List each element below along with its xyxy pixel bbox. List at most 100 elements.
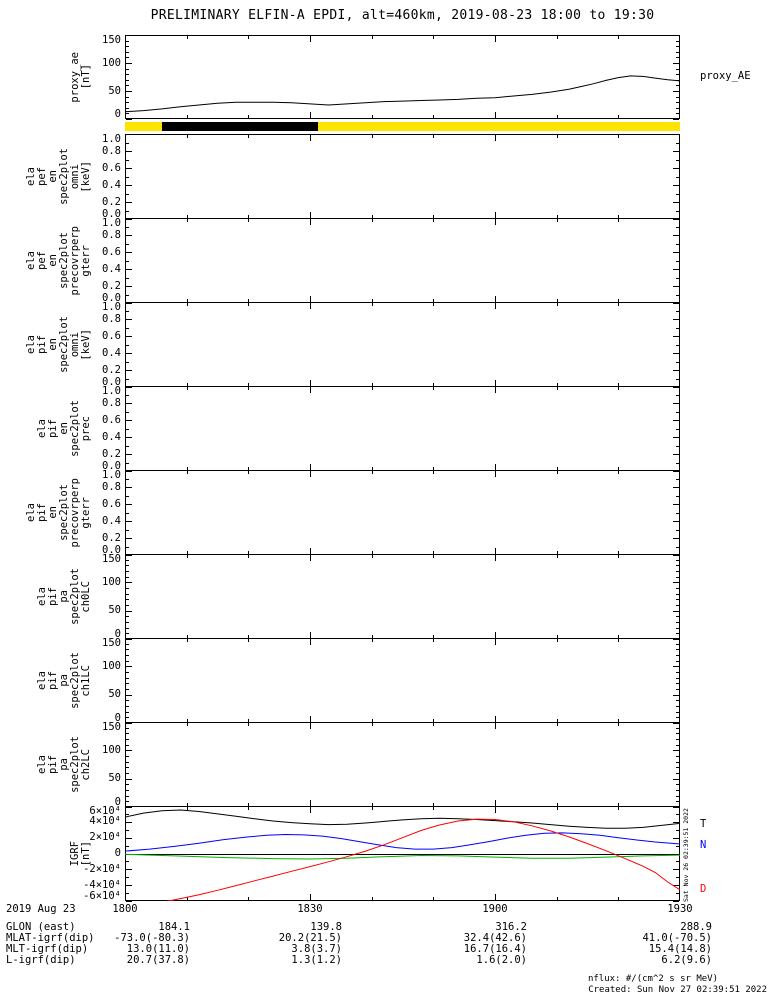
y-tick-label: 1.0: [102, 301, 121, 313]
series-green: [125, 853, 680, 860]
panel-border: [125, 806, 680, 901]
y-tick-label: 1.0: [102, 469, 121, 481]
y-tick-label: 0.4: [102, 262, 121, 275]
y-tick-label: 0.2: [102, 279, 121, 292]
footer-value: 184.1: [158, 921, 190, 933]
y-tick-label: 150: [102, 34, 121, 46]
page-title: PRELIMINARY ELFIN-A EPDI, alt=460km, 201…: [150, 8, 655, 23]
y-tick-label: 6×10⁴: [89, 805, 121, 817]
igrf-component-label-D: D: [700, 882, 707, 895]
footer-value: 139.8: [310, 921, 342, 933]
panel-border: [125, 386, 680, 471]
footer-value: 13.0(11.0): [126, 943, 190, 955]
panel-ela-pif-en-spec2plot-omni: [125, 302, 680, 388]
footer-value: 6.2(9.6): [661, 954, 712, 966]
footer-value: -73.0(-80.3): [114, 932, 190, 944]
y-tick-label: 0.8: [102, 228, 121, 241]
footer-value: 20.7(37.8): [126, 954, 190, 966]
footer-value: 41.0(-70.5): [642, 932, 712, 944]
panel-ela-pif-en-spec2plot-precovrperp-gterr: [125, 470, 680, 556]
igrf-component-label-N: N: [700, 839, 707, 851]
panel-border: [125, 134, 680, 219]
footer-value: 20.2(21.5): [278, 932, 342, 944]
panel-border: [125, 218, 680, 303]
panel-availability-bar: [125, 122, 680, 131]
x-axis-date-label: 2019 Aug 23: [6, 903, 76, 915]
y-tick-label: 0.8: [102, 480, 121, 493]
panel-igrf: [125, 806, 680, 902]
y-tick-label: 0: [114, 847, 121, 859]
y-tick-label: 100: [102, 743, 121, 756]
created-timestamp: Created: Sun Nov 27 02:39:51 2022: [588, 985, 767, 995]
y-tick-label: 0.4: [102, 430, 121, 443]
y-tick-label: 0.8: [102, 396, 121, 409]
y-tick-label: 1.0: [102, 133, 121, 145]
footer-row-label: GLON (east): [6, 921, 76, 933]
panel-border: [125, 302, 680, 387]
y-tick-label: 0.2: [102, 531, 121, 544]
footer-row-label: MLAT-igrf(dip): [6, 932, 95, 944]
y-tick-label: 0: [114, 108, 121, 120]
y-tick-label: 150: [102, 721, 121, 733]
y-tick-label: 0.2: [102, 447, 121, 460]
y-tick-label: 100: [102, 659, 121, 672]
y-tick-label: 0.6: [102, 161, 121, 174]
axis-label-line: gterr: [80, 496, 92, 529]
igrf-component-label-T: T: [700, 818, 707, 831]
series-D: [165, 818, 680, 901]
y-tick-label: 50: [108, 688, 121, 701]
axis-label-line: [keV]: [80, 328, 92, 361]
footer-row-glon: GLON (east) 184.1 139.8 316.2 288.9: [0, 921, 775, 933]
y-tick-label: 0.0: [102, 544, 121, 556]
panel-ela-pif-pa-spec2plot-ch1lc: [125, 638, 680, 724]
footer-value: 1.6(2.0): [476, 954, 527, 966]
axis-label-line: prec: [80, 415, 92, 442]
y-tick-label: 0.6: [102, 497, 121, 510]
y-tick-label: 50: [108, 772, 121, 785]
y-tick-label: -6×10⁴: [83, 890, 121, 902]
bar-segment: [161, 122, 319, 131]
ela-pef-en-spec2plot-omni-axis-label: ela pef en spec2plot omni [keV]: [18, 134, 92, 219]
footer-row-label: MLT-igrf(dip): [6, 943, 89, 955]
footer-value: 16.7(16.4): [463, 943, 527, 955]
footer-value: 3.8(3.7): [291, 943, 342, 955]
y-tick-label: 1.0: [102, 217, 121, 229]
y-tick-label: 0.8: [102, 312, 121, 325]
y-tick-label: 1.0: [102, 385, 121, 397]
panel-border: [125, 35, 680, 119]
y-tick-label: 0.6: [102, 329, 121, 342]
ela-pif-pa-spec2plot-ch0lc-axis-label: ela pif pa spec2plot ch0LC: [18, 554, 92, 639]
y-tick-label: 0.2: [102, 195, 121, 208]
y-tick-label: 100: [102, 56, 121, 69]
ela-pif-en-spec2plot-prec-axis-label: ela pif en spec2plot prec: [18, 386, 92, 471]
panel-proxy-ae: [125, 35, 680, 120]
axis-label-line: ch0LC: [80, 580, 92, 613]
panel-ela-pif-pa-spec2plot-ch0lc: [125, 554, 680, 640]
panel-ela-pef-en-spec2plot-precovrperp-gterr: [125, 218, 680, 304]
x-tick-label: 1900: [482, 903, 508, 915]
panel-border: [125, 470, 680, 555]
y-tick-label: 0: [114, 796, 121, 808]
series-proxy_AE: [125, 75, 680, 113]
proxy-ae-right-label: proxy_AE: [700, 70, 751, 82]
y-tick-label: 0.8: [102, 144, 121, 157]
ela-pif-en-spec2plot-omni-axis-label: ela pif en spec2plot omni [keV]: [18, 302, 92, 387]
y-tick-label: 0.0: [102, 460, 121, 472]
panel-ela-pif-en-spec2plot-prec: [125, 386, 680, 472]
y-tick-label: 0.4: [102, 346, 121, 359]
y-tick-label: 0.0: [102, 292, 121, 304]
panel-border: [125, 554, 680, 639]
axis-label-line: [nT]: [80, 840, 92, 867]
footer-value: 288.9: [680, 921, 712, 933]
y-tick-label: -4×10⁴: [83, 878, 121, 891]
x-tick-label: 1800: [112, 903, 138, 915]
y-tick-label: 0.4: [102, 514, 121, 527]
axis-label-line: [nT]: [80, 64, 92, 90]
footer-row-l: L-igrf(dip) 20.7(37.8) 1.3(1.2) 1.6(2.0)…: [0, 954, 775, 966]
footer-value: 1.3(1.2): [291, 954, 342, 966]
nflux-units-note: nflux: #/(cm^2 s sr MeV): [587, 974, 718, 984]
igrf-axis-label: IGRF [nT]: [18, 806, 92, 901]
panel-ela-pef-en-spec2plot-omni: [125, 134, 680, 220]
footer-value: 32.4(42.6): [463, 932, 527, 944]
